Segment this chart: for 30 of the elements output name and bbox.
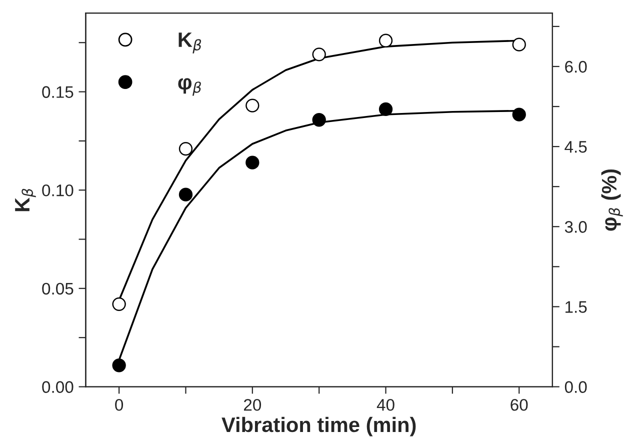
y2-tick-label: 0.0 <box>564 381 587 393</box>
x-axis-title: Vibration time (min) <box>222 416 416 436</box>
y2-tick-label: 1.5 <box>566 301 587 313</box>
y2-tick-label: 6.0 <box>565 60 587 73</box>
y-axis-title: K$_{β}$ <box>15 188 36 212</box>
legend-label: φ$_{β}$ <box>178 78 201 96</box>
y-tick-label: 0.05 <box>42 282 74 295</box>
y2-tick-label: 3.0 <box>564 221 587 233</box>
point <box>246 156 260 170</box>
point <box>312 113 326 127</box>
point <box>112 358 126 372</box>
point <box>246 98 260 112</box>
y2-axis-title: φ$_{β}$ (%) <box>601 169 623 231</box>
x-tick-label: 20 <box>244 398 262 411</box>
point <box>378 102 393 116</box>
point <box>112 297 126 311</box>
point <box>512 38 526 52</box>
x-tick-label: 60 <box>510 398 528 411</box>
y-tick-label: 0.10 <box>42 184 74 196</box>
point <box>378 34 393 48</box>
x-tick-label: 40 <box>376 398 394 411</box>
point <box>312 48 326 62</box>
y-tick-label: 0.00 <box>42 381 74 393</box>
point <box>178 188 193 202</box>
legend-label: K$_{β}$ <box>178 32 202 54</box>
point <box>178 142 193 156</box>
y2-tick-label: 4.5 <box>564 141 587 153</box>
x-tick-label: 0 <box>115 398 124 411</box>
y-tick-label: 0.15 <box>42 86 74 98</box>
point <box>512 108 526 122</box>
